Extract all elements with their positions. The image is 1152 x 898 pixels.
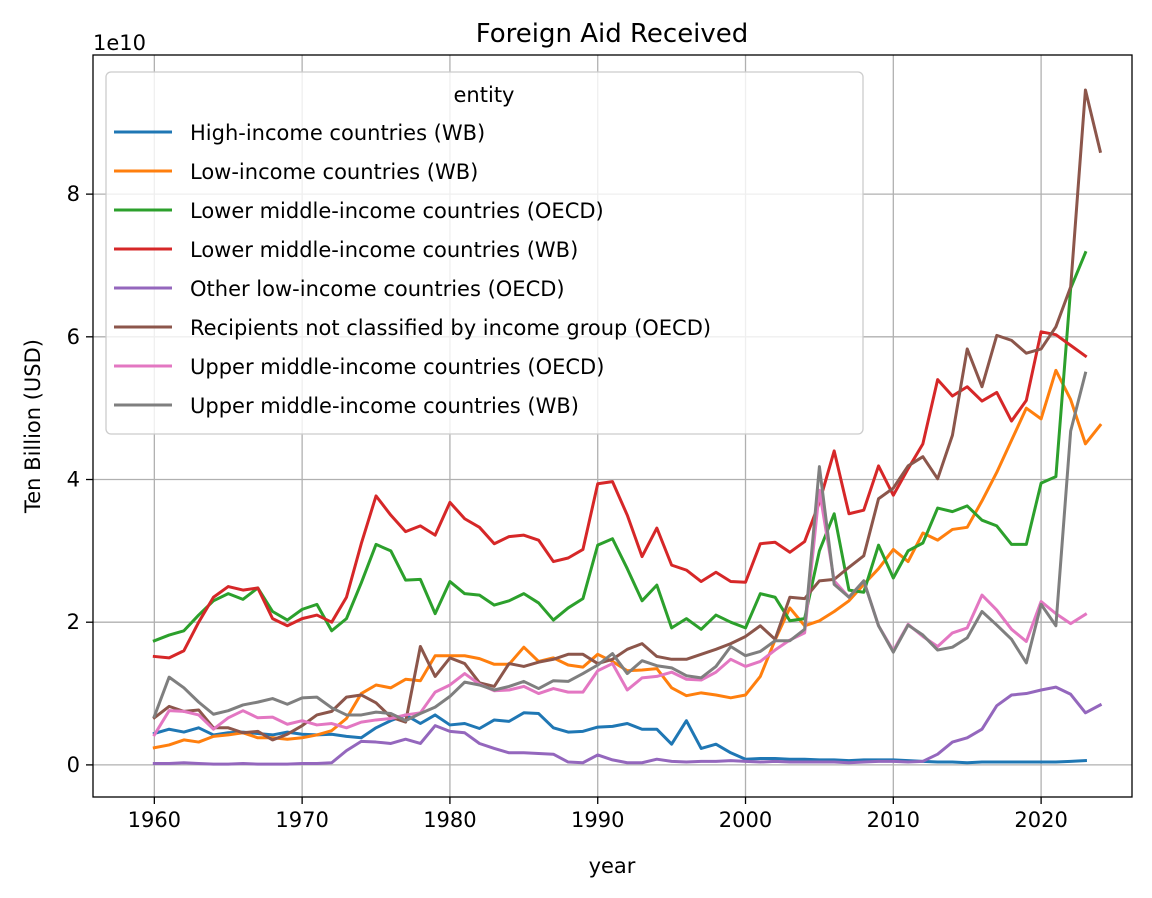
legend-title: entity xyxy=(454,83,515,107)
legend-item: Upper middle-income countries (WB) xyxy=(114,394,579,418)
legend-label: High-income countries (WB) xyxy=(190,121,485,145)
legend-label: Lower middle-income countries (WB) xyxy=(190,238,578,262)
legend-box xyxy=(105,71,864,435)
legend-item: Upper middle-income countries (OECD) xyxy=(114,355,604,379)
x-tick-label: 2010 xyxy=(867,808,920,832)
x-tick-label: 1990 xyxy=(571,808,624,832)
legend-label: Recipients not classified by income grou… xyxy=(190,316,711,340)
legend-label: Low-income countries (WB) xyxy=(190,160,478,184)
series-line-3 xyxy=(152,250,1088,643)
chart-title: Foreign Aid Received xyxy=(476,19,749,49)
legend-label: Other low-income countries (OECD) xyxy=(190,277,565,301)
legend-item: Low-income countries (WB) xyxy=(114,160,478,184)
y-tick-label: 0 xyxy=(67,753,80,777)
legend: entity High-income countries (WB) Low-inc… xyxy=(105,71,864,435)
series-line-2 xyxy=(152,368,1103,750)
y-offset-label: 1e10 xyxy=(93,31,146,55)
legend-item: High-income countries (WB) xyxy=(114,121,485,145)
x-tick-label: 1960 xyxy=(128,808,181,832)
y-tick-label: 8 xyxy=(67,182,80,206)
x-tick-label: 2020 xyxy=(1014,808,1067,832)
x-tick-label: 1980 xyxy=(423,808,476,832)
legend-item: Other low-income countries (OECD) xyxy=(114,277,565,301)
legend-label: Lower middle-income countries (OECD) xyxy=(190,199,604,223)
series-line-4 xyxy=(152,330,1088,660)
legend-item: Lower middle-income countries (OECD) xyxy=(114,199,604,223)
series-line-1 xyxy=(152,711,1088,765)
series-lines xyxy=(152,88,1103,766)
x-axis-ticks: 1960 1970 1980 1990 2000 2010 2020 xyxy=(128,797,1068,832)
legend-entries: High-income countries (WB) Low-income cou… xyxy=(114,121,711,418)
plot-frame xyxy=(92,54,1133,798)
x-axis-label: year xyxy=(589,854,636,878)
legend-label: Upper middle-income countries (WB) xyxy=(190,394,579,418)
y-tick-label: 4 xyxy=(67,468,80,492)
series-line-8 xyxy=(152,371,1088,723)
x-tick-label: 2000 xyxy=(719,808,772,832)
y-axis-ticks: 0 2 4 6 8 xyxy=(67,182,93,777)
legend-label: Upper middle-income countries (OECD) xyxy=(190,355,604,379)
y-axis-label: Ten Billion (USD) xyxy=(21,339,45,514)
legend-item: Recipients not classified by income grou… xyxy=(114,316,711,340)
legend-item: Lower middle-income countries (WB) xyxy=(114,238,578,262)
x-tick-label: 1970 xyxy=(275,808,328,832)
series-line-6 xyxy=(152,88,1103,742)
y-tick-label: 2 xyxy=(67,610,80,634)
series-line-5 xyxy=(152,685,1103,766)
y-tick-label: 6 xyxy=(67,325,80,349)
